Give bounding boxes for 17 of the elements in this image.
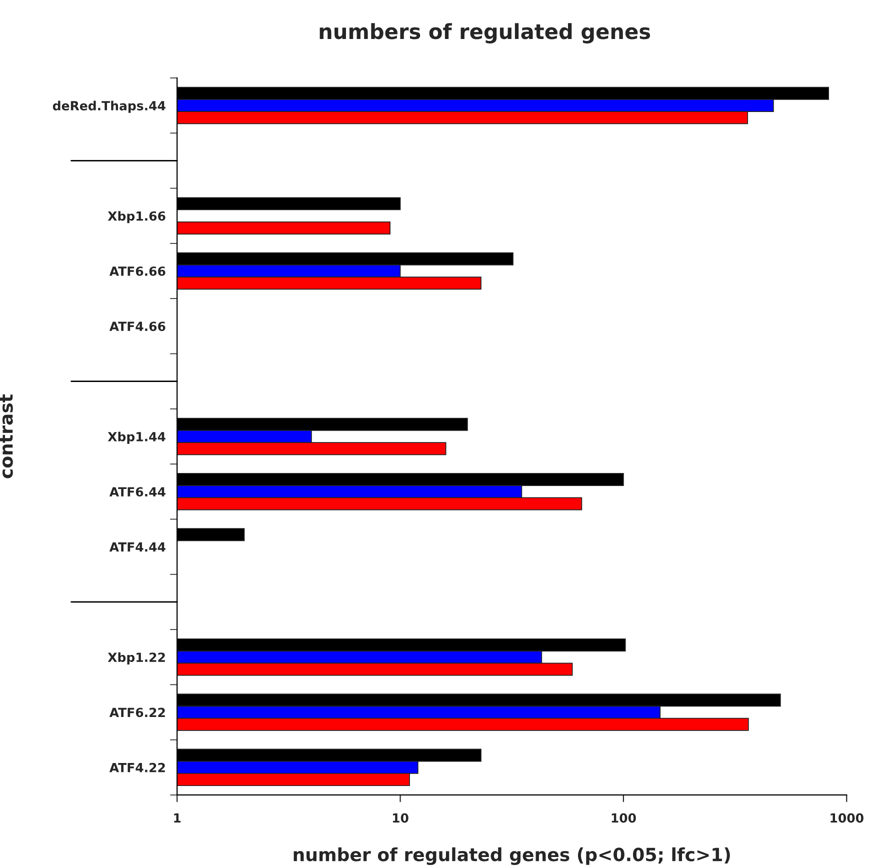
chart-title: numbers of regulated genes [320, 23, 650, 44]
x-tick-label: 10 [392, 813, 408, 823]
x-tick-label: 1000 [830, 813, 864, 823]
y-tick-label: ATF6.44 [109, 487, 166, 497]
y-tick-label: Xbp1.66 [108, 211, 166, 224]
y-tick-label: ATF6.66 [109, 266, 166, 276]
x-tick-label: 100 [612, 813, 636, 823]
y-tick-label: ATF4.66 [109, 322, 166, 332]
y-tick-label: ATF4.44 [109, 542, 166, 552]
x-tick-label: 1 [174, 813, 181, 823]
y-axis-title: contrast [0, 394, 13, 478]
x-axis-title: number of regulated genes (p<0.05; lfc>1) [294, 847, 730, 865]
y-tick-label: Xbp1.22 [108, 652, 165, 664]
y-tick-label: deRed.Thaps.44 [52, 100, 166, 113]
y-tick-label: Xbp1.44 [108, 432, 166, 444]
y-tick-label: ATF4.22 [109, 762, 165, 772]
y-tick-label: ATF6.22 [109, 708, 165, 718]
